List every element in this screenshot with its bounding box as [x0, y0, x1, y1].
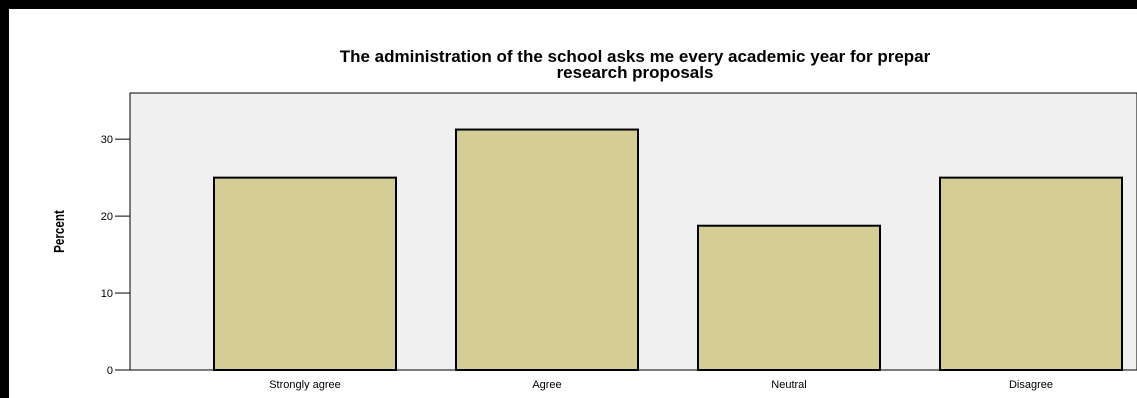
- bars: [213, 128, 1123, 371]
- bar-disagree: [939, 176, 1123, 371]
- x-tick-label: Neutral: [771, 379, 806, 391]
- bar-neutral: [697, 224, 881, 371]
- y-axis-label: Percent: [51, 210, 68, 253]
- y-tick-label: 10: [101, 288, 113, 300]
- y-tick-label: 0: [107, 365, 113, 377]
- bar-strongly-agree: [213, 176, 397, 371]
- y-tick-label: 20: [101, 211, 113, 223]
- chart-title: The administration of the school asks me…: [0, 47, 1137, 82]
- y-tick-label: 30: [101, 134, 113, 146]
- x-tick-label: Strongly agree: [269, 379, 341, 391]
- x-axis: Strongly agree Agree Neutral Disagree: [269, 379, 1053, 391]
- x-tick-label: Agree: [532, 379, 561, 391]
- chart-title-line-1: The administration of the school asks me…: [339, 47, 931, 66]
- bar-agree: [455, 128, 639, 371]
- x-tick-label: Disagree: [1009, 379, 1053, 391]
- chart-title-line-2: research proposals: [556, 63, 714, 82]
- y-axis: 0 10 20 30: [101, 134, 130, 377]
